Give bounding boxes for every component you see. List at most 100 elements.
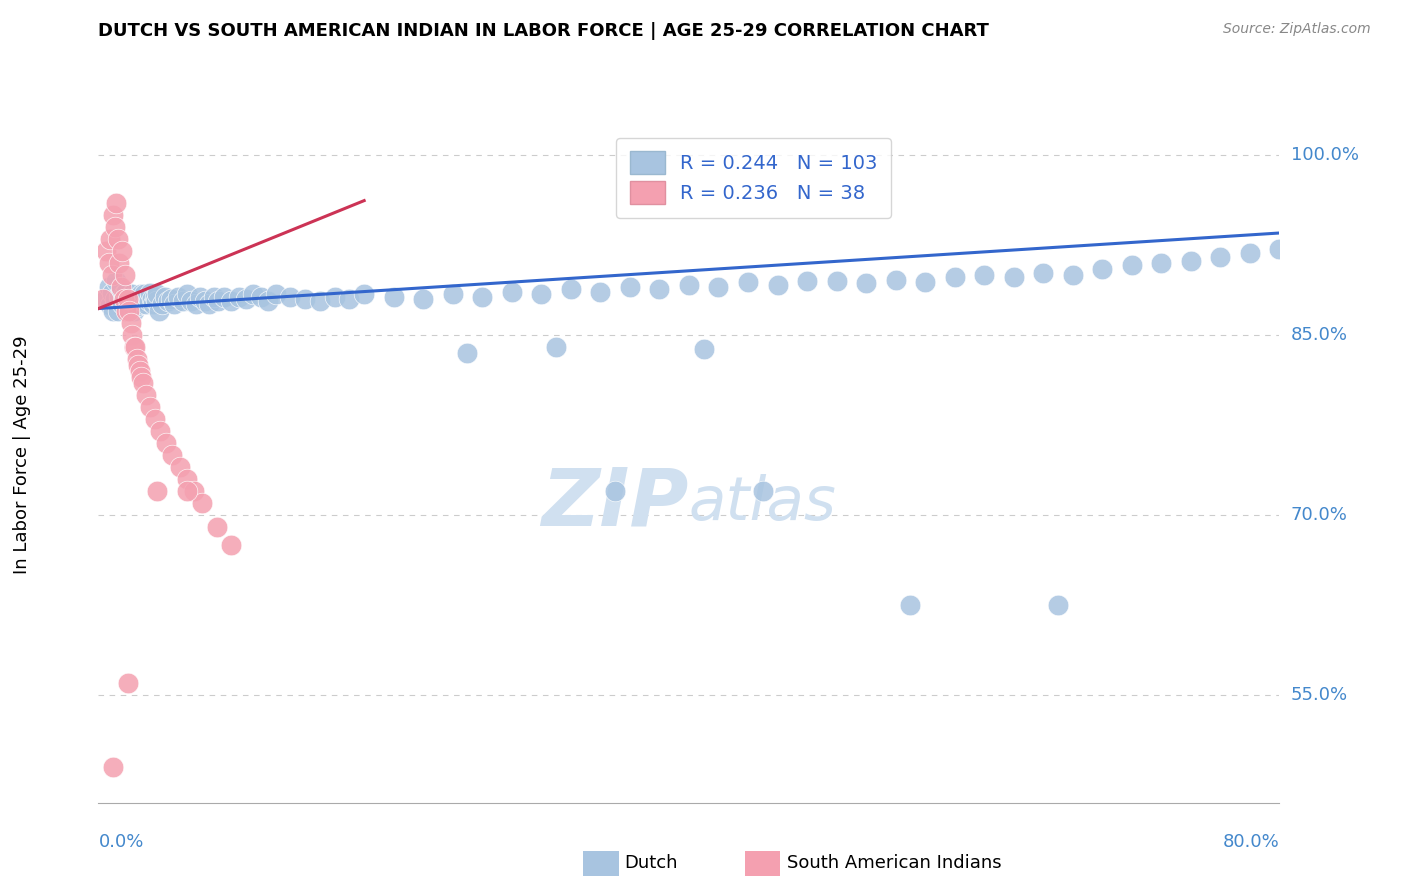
Point [115, 304, 138, 318]
Point [135, 388, 157, 402]
Point [1032, 266, 1054, 280]
Point [202, 289, 225, 303]
Point [100, 285, 122, 300]
Point [94, 244, 117, 258]
Point [97, 256, 120, 270]
Point [94, 292, 117, 306]
Point [257, 294, 280, 309]
Text: 80.0%: 80.0% [1223, 833, 1279, 851]
Point [159, 292, 181, 306]
Point [117, 301, 139, 316]
Point [139, 400, 162, 414]
Point [114, 294, 136, 309]
Point [150, 297, 173, 311]
Point [132, 376, 155, 390]
Point [219, 538, 242, 552]
Point [100, 268, 122, 282]
Point [900, 598, 922, 612]
Point [855, 277, 877, 291]
Point [825, 274, 848, 288]
Point [1150, 256, 1173, 270]
Text: Dutch: Dutch [624, 855, 678, 872]
Point [117, 292, 139, 306]
Point [145, 294, 167, 309]
Point [180, 294, 202, 309]
Point [146, 287, 169, 301]
Point [108, 289, 131, 303]
Text: South American Indians: South American Indians [787, 855, 1002, 872]
Point [530, 287, 553, 301]
Text: DUTCH VS SOUTH AMERICAN INDIAN IN LABOR FORCE | AGE 25-29 CORRELATION CHART: DUTCH VS SOUTH AMERICAN INDIAN IN LABOR … [98, 22, 990, 40]
Point [1239, 246, 1261, 260]
Point [884, 273, 907, 287]
Text: 100.0%: 100.0% [1291, 146, 1358, 164]
Point [973, 268, 995, 282]
Point [1046, 598, 1069, 612]
Point [544, 340, 567, 354]
Point [103, 304, 125, 318]
Point [737, 275, 759, 289]
Point [143, 412, 166, 426]
Point [228, 289, 250, 303]
Point [139, 285, 162, 300]
Point [111, 297, 134, 311]
Point [104, 292, 127, 306]
Point [1121, 259, 1143, 273]
Text: atlas: atlas [689, 475, 837, 533]
Point [118, 289, 141, 303]
Point [560, 282, 582, 296]
Point [125, 299, 148, 313]
Point [353, 287, 375, 301]
Point [129, 370, 152, 384]
Point [198, 297, 221, 311]
Text: ZIP: ZIP [541, 465, 689, 542]
Text: In Labor Force | Age 25-29: In Labor Force | Age 25-29 [13, 335, 31, 574]
Point [112, 287, 135, 301]
Point [191, 496, 214, 510]
Point [162, 448, 183, 462]
Point [136, 289, 159, 303]
Point [127, 289, 149, 303]
Text: Source: ZipAtlas.com: Source: ZipAtlas.com [1223, 22, 1371, 37]
Point [294, 292, 316, 306]
Point [155, 436, 177, 450]
Point [943, 270, 966, 285]
Point [134, 287, 156, 301]
Point [205, 520, 228, 534]
Point [501, 285, 523, 299]
Point [122, 340, 145, 354]
Point [589, 285, 612, 299]
Point [471, 289, 494, 303]
Point [118, 304, 141, 318]
Point [323, 289, 346, 303]
Point [122, 304, 145, 318]
Point [1002, 270, 1025, 285]
Point [132, 294, 155, 309]
Point [176, 483, 198, 498]
Point [235, 292, 257, 306]
Point [124, 340, 146, 354]
Point [766, 277, 789, 292]
Point [1268, 242, 1291, 256]
Point [176, 472, 198, 486]
Point [105, 196, 128, 211]
Point [120, 297, 142, 311]
Point [149, 424, 172, 438]
Legend: R = 0.244   N = 103, R = 0.236   N = 38: R = 0.244 N = 103, R = 0.236 N = 38 [616, 137, 891, 218]
Text: 70.0%: 70.0% [1291, 506, 1347, 524]
Point [129, 287, 152, 301]
Point [456, 346, 478, 360]
Point [1091, 262, 1114, 277]
Point [121, 328, 143, 343]
Point [412, 292, 434, 306]
Point [648, 282, 671, 296]
Point [98, 232, 121, 246]
Point [128, 297, 150, 311]
Point [111, 244, 134, 258]
Point [250, 289, 273, 303]
Point [183, 483, 205, 498]
Point [97, 280, 120, 294]
Text: 85.0%: 85.0% [1291, 326, 1347, 344]
Point [309, 294, 332, 309]
Point [141, 292, 163, 306]
